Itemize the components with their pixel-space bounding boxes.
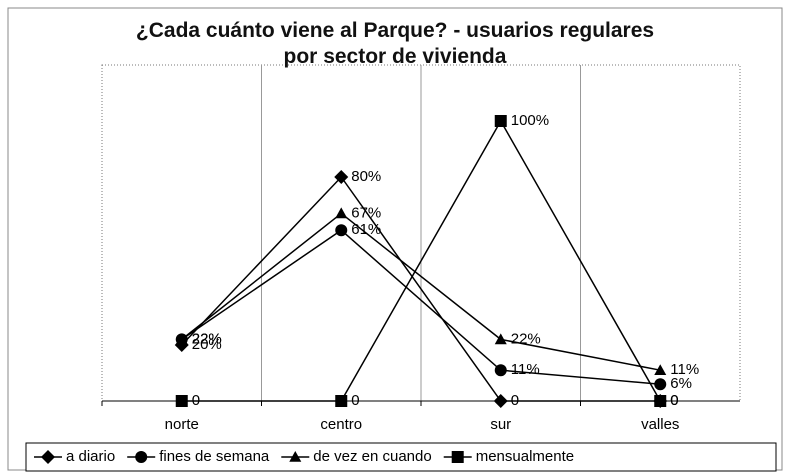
data-label: 20% (192, 336, 222, 353)
marker (335, 224, 348, 237)
data-label: 6% (670, 375, 692, 392)
marker (335, 395, 348, 407)
data-label: 22% (192, 330, 222, 347)
data-label: 100% (511, 112, 549, 129)
data-label: 11% (670, 361, 699, 378)
marker (654, 378, 667, 391)
marker (494, 333, 507, 345)
legend-label: de vez en cuando (313, 448, 431, 465)
x-tick-label: norte (165, 416, 199, 433)
x-tick-label: centro (320, 416, 362, 433)
data-label: 22% (192, 330, 222, 347)
marker (494, 115, 507, 127)
marker (41, 450, 55, 464)
legend-label: a diario (66, 448, 115, 465)
marker (654, 395, 667, 407)
data-label: 80% (351, 168, 381, 185)
data-label: 22% (511, 330, 541, 347)
data-label: 0 (192, 392, 200, 409)
data-label: 11% (511, 361, 540, 378)
marker (493, 394, 508, 408)
data-label: 0 (351, 392, 359, 409)
x-tick-label: valles (641, 416, 679, 433)
series-line (181, 175, 661, 402)
marker (451, 451, 464, 463)
data-label: 0 (511, 392, 519, 409)
marker (335, 207, 348, 219)
marker (135, 451, 148, 463)
marker (175, 395, 188, 407)
marker (654, 364, 667, 375)
series-line (181, 229, 661, 385)
data-label: 67% (351, 204, 381, 221)
x-tick-label: sur (490, 416, 511, 433)
marker (289, 451, 302, 462)
data-label: 0 (670, 392, 678, 409)
data-label: 0 (670, 392, 678, 409)
marker (494, 364, 507, 377)
chart-title: ¿Cada cuánto viene al Parque? - usuarios… (135, 19, 655, 68)
marker (175, 333, 188, 345)
marker (334, 170, 349, 184)
data-label: 61% (351, 221, 381, 238)
legend-label: fines de semana (159, 448, 270, 465)
series-line (181, 119, 661, 402)
legend-label: mensualmente (476, 448, 574, 465)
series-line (181, 212, 661, 371)
